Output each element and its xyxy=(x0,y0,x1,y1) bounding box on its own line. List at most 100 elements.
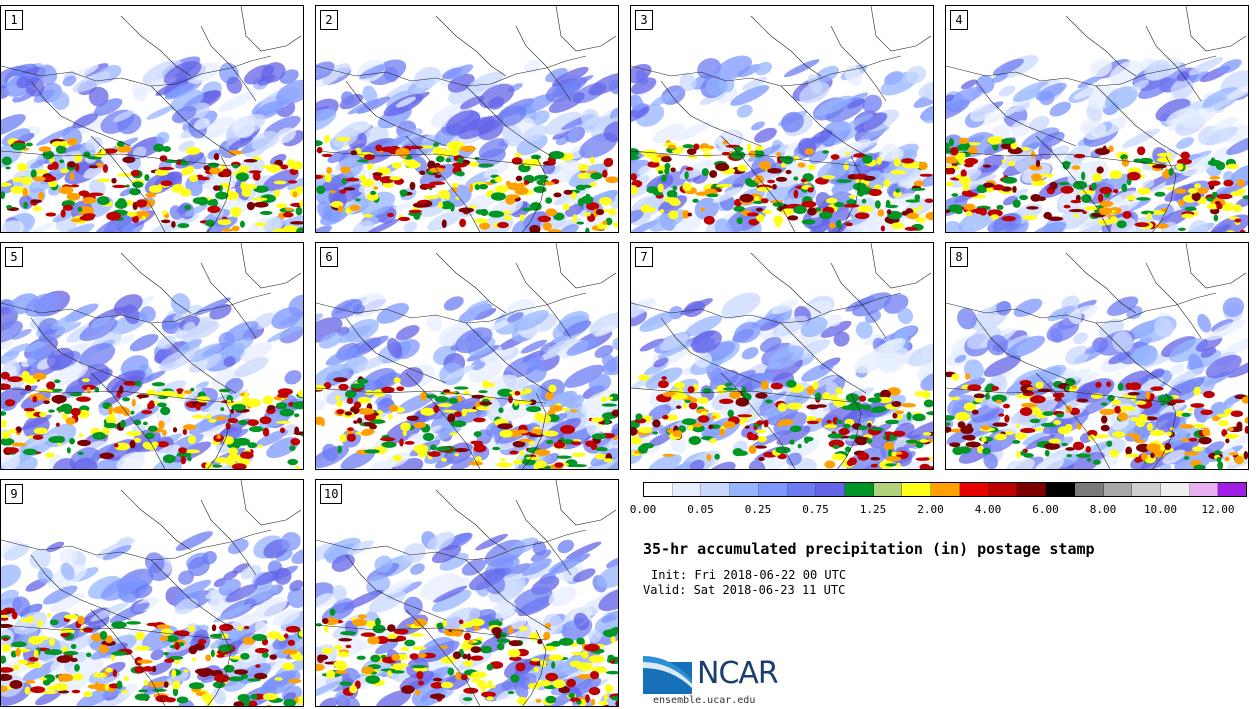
precip-cell xyxy=(324,173,332,183)
precip-cell xyxy=(958,208,996,232)
map-border xyxy=(515,262,572,339)
precip-cell xyxy=(1205,441,1225,454)
precip-cell xyxy=(914,194,921,201)
precip-cell xyxy=(1202,427,1211,437)
precip-cell xyxy=(263,216,286,232)
precip-cell xyxy=(879,352,906,374)
precip-cell xyxy=(741,386,747,395)
precip-cell xyxy=(225,584,258,603)
precip-cell xyxy=(1065,385,1070,391)
precip-cell xyxy=(316,313,324,323)
map-border xyxy=(1185,6,1247,52)
precip-cell xyxy=(69,64,99,80)
precip-cell xyxy=(994,433,1007,441)
precip-cell xyxy=(755,392,768,399)
precip-cell xyxy=(157,395,168,400)
precip-cell xyxy=(48,637,55,647)
precip-cell xyxy=(338,383,349,391)
precip-cell xyxy=(15,426,22,433)
colorbar-tick-label: 6.00 xyxy=(1032,503,1059,516)
precip-cell xyxy=(62,412,68,420)
precip-cell xyxy=(551,655,590,677)
precip-cell xyxy=(316,146,323,154)
precip-cell xyxy=(197,638,207,645)
precip-cell xyxy=(12,177,26,183)
precip-cell xyxy=(50,310,88,330)
precip-cell xyxy=(48,409,55,413)
precip-cell xyxy=(689,459,705,469)
precip-cell xyxy=(338,638,353,642)
colorbar-segment xyxy=(845,483,874,496)
precip-cell xyxy=(519,449,524,457)
precip-cell xyxy=(410,563,425,575)
precip-cell xyxy=(445,158,452,163)
precip-cell xyxy=(545,391,554,401)
precip-cell xyxy=(998,413,1005,417)
precip-cell xyxy=(946,167,954,175)
map-border xyxy=(946,387,1177,404)
map-border xyxy=(1185,243,1247,289)
precip-cell xyxy=(1227,426,1234,432)
map-border xyxy=(207,629,232,706)
precip-cell xyxy=(585,227,590,232)
precip-cell xyxy=(870,463,878,468)
precip-cell xyxy=(991,394,1007,403)
precip-cell xyxy=(543,613,563,635)
precip-cell xyxy=(507,690,515,695)
precip-cell xyxy=(2,637,9,641)
precip-cell xyxy=(965,441,981,448)
precip-map xyxy=(1,243,303,469)
precip-cell xyxy=(1077,74,1103,89)
precip-cell xyxy=(144,432,155,440)
precip-cell xyxy=(146,622,161,627)
precip-cell xyxy=(1,387,27,409)
precip-cell xyxy=(490,192,507,201)
precip-cell xyxy=(801,219,816,225)
precip-cell xyxy=(103,422,118,429)
precip-cell xyxy=(239,220,245,228)
precip-cell xyxy=(682,209,690,219)
precip-cell xyxy=(273,189,281,198)
precip-cell xyxy=(178,338,203,353)
precip-cell xyxy=(772,315,808,337)
precip-cell xyxy=(319,697,339,706)
precip-cell xyxy=(257,444,264,448)
precip-cell xyxy=(1136,197,1151,201)
precip-cell xyxy=(1150,452,1155,459)
precip-cell xyxy=(701,168,709,177)
colorbar-segment xyxy=(1103,483,1133,496)
precip-cell xyxy=(468,639,474,645)
precip-cell xyxy=(459,218,467,228)
precip-cell xyxy=(1166,431,1173,437)
precip-cell xyxy=(409,653,419,660)
precip-cell xyxy=(639,311,676,332)
precip-cell xyxy=(38,64,58,85)
precip-cell xyxy=(177,223,190,229)
map-border xyxy=(465,322,552,394)
precip-cell xyxy=(748,218,760,226)
precip-cell xyxy=(1125,446,1133,456)
precip-cell xyxy=(379,437,396,442)
precip-cell xyxy=(793,176,799,181)
precip-cell xyxy=(1140,377,1164,392)
precip-cell xyxy=(596,564,618,589)
precip-cell xyxy=(1109,449,1119,458)
precip-cell xyxy=(874,200,881,209)
precip-cell xyxy=(99,452,115,460)
precip-cell xyxy=(418,653,427,658)
precip-cell xyxy=(45,452,55,458)
precip-cell xyxy=(215,416,228,421)
precip-cell xyxy=(1207,180,1221,187)
precip-cell xyxy=(1200,409,1213,416)
precip-cell xyxy=(370,654,381,663)
precip-cell xyxy=(83,691,93,698)
precip-cell xyxy=(1236,179,1245,187)
precip-cell xyxy=(430,444,437,451)
precip-cell xyxy=(610,695,618,701)
precip-cell xyxy=(887,449,893,458)
precip-cell xyxy=(815,177,829,185)
precip-cell xyxy=(147,402,152,410)
precip-cell xyxy=(123,676,130,682)
precip-cell xyxy=(316,108,337,132)
precip-cell xyxy=(687,212,692,217)
